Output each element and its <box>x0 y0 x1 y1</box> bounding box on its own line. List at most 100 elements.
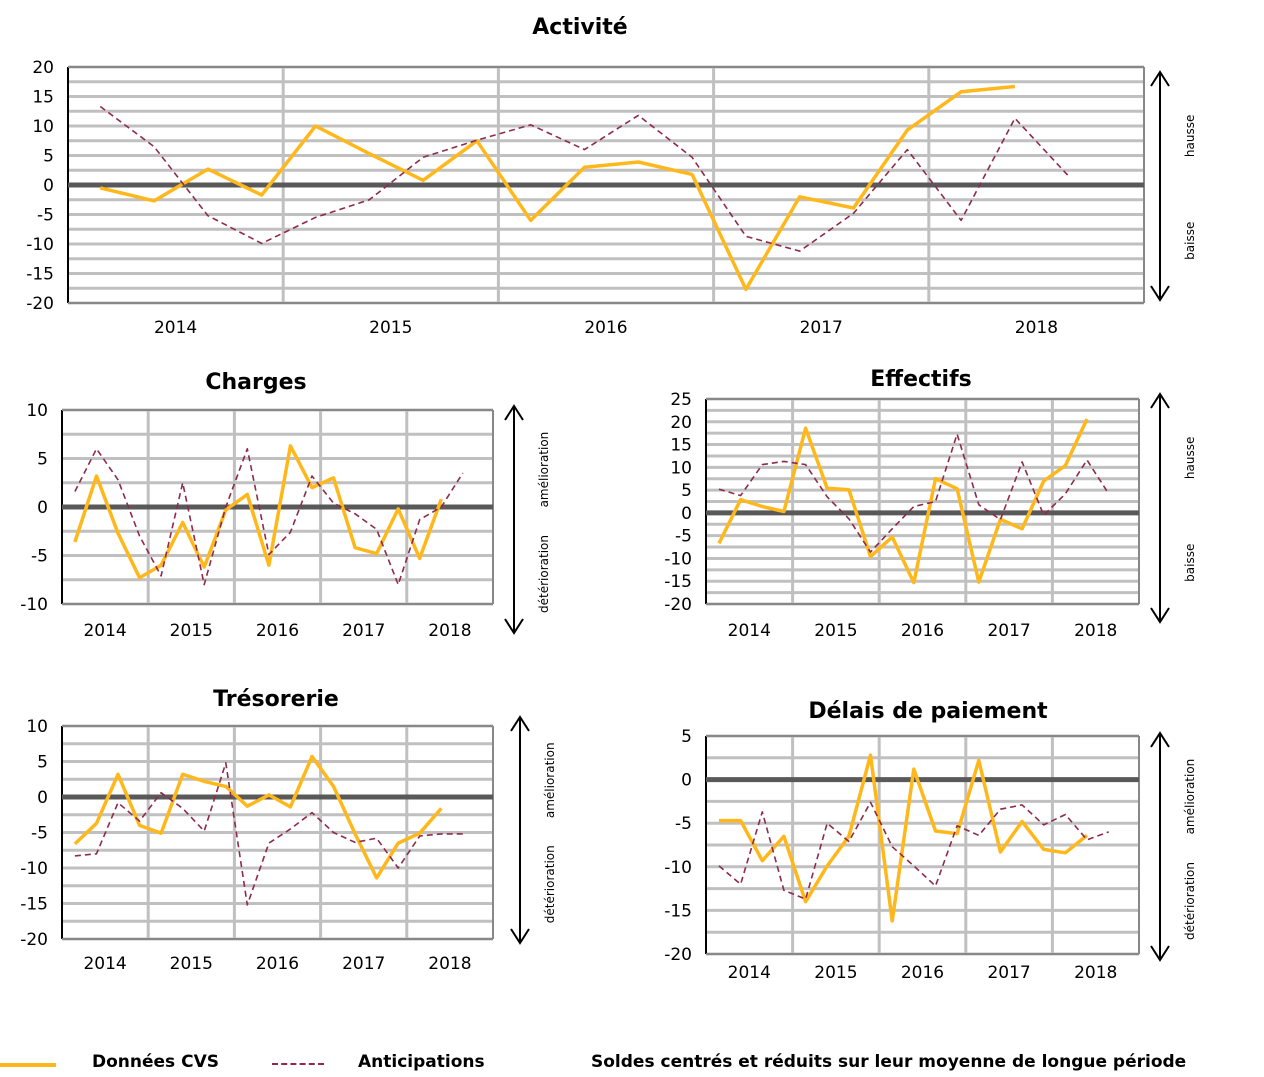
x-tick-label: 2016 <box>256 621 299 641</box>
arrow-head-up <box>1150 731 1170 748</box>
y-tick-label: -5 <box>675 814 692 834</box>
x-tick-label: 2015 <box>170 621 213 641</box>
x-tick-label: 2018 <box>428 954 471 974</box>
y-tick-label: -20 <box>26 294 54 314</box>
legend-swatch-anticipations <box>272 1063 324 1065</box>
chart-title: Trésorerie <box>213 687 339 712</box>
y-tick-label: -20 <box>664 595 692 615</box>
x-tick-label: 2015 <box>814 621 857 641</box>
x-tick-label: 2017 <box>342 621 385 641</box>
arrow-head-down <box>1150 607 1170 624</box>
y-tick-label: -5 <box>37 206 54 226</box>
y-tick-label: 5 <box>681 481 692 501</box>
x-tick-label: 2014 <box>154 318 197 338</box>
chart-title: Activité <box>532 15 627 40</box>
y-tick-label: -5 <box>31 824 48 844</box>
series-line-anticipations <box>99 105 1070 252</box>
chart-title: Charges <box>205 370 306 395</box>
x-tick-label: 2015 <box>814 963 857 983</box>
y-tick-label: 0 <box>37 498 48 518</box>
chart-tresorerie: 10 5 0 -5 -10 -15 -20 2014 2015 2016 2017 2018 Tréso… <box>20 687 557 974</box>
arrow-label-bottom: baisse <box>1183 222 1197 260</box>
series-line-cvs <box>719 753 1089 923</box>
arrow-head-up <box>510 715 530 732</box>
x-tick-label: 2016 <box>584 318 627 338</box>
y-tick-label: 0 <box>681 771 692 791</box>
arrow-head-up <box>1150 392 1170 409</box>
y-tick-label: -10 <box>664 858 692 878</box>
chart-title: Délais de paiement <box>808 699 1048 724</box>
arrow-head-down <box>510 928 530 945</box>
y-tick-label: -5 <box>675 527 692 547</box>
y-tick-label: 0 <box>43 176 54 196</box>
arrow-head-down <box>1150 945 1170 962</box>
series-line-anticipations <box>718 433 1110 553</box>
y-tick-label: 5 <box>681 727 692 747</box>
x-tick-label: 2014 <box>83 954 126 974</box>
y-tick-label: 20 <box>670 413 692 433</box>
y-tick-label: -15 <box>26 265 54 285</box>
y-tick-label: 10 <box>26 401 48 421</box>
arrow-head-up <box>504 404 524 421</box>
y-tick-label: -20 <box>20 930 48 950</box>
legend-label-anticipations: Anticipations <box>358 1052 485 1072</box>
y-tick-label: 10 <box>670 458 692 478</box>
series-line-cvs <box>73 444 443 580</box>
series-line-anticipations <box>74 762 463 906</box>
y-tick-label: -10 <box>26 235 54 255</box>
series-line-cvs <box>73 754 443 880</box>
y-tick-label: -10 <box>20 859 48 879</box>
chart-title: Effectifs <box>870 367 972 392</box>
y-tick-label: 5 <box>37 450 48 470</box>
arrow-label-bottom: baisse <box>1183 544 1197 582</box>
y-tick-label: -15 <box>664 572 692 592</box>
legend: Données CVS Anticipations Soldes centrés… <box>0 1050 1264 1076</box>
arrow-head-down <box>1150 285 1170 302</box>
y-tick-label: 15 <box>32 88 54 108</box>
arrow-label-top: hausse <box>1183 115 1197 157</box>
arrow-label-top: amélioration <box>543 742 557 818</box>
y-tick-label: 25 <box>670 390 692 410</box>
x-tick-label: 2014 <box>728 963 771 983</box>
arrow-label-bottom: détérioration <box>543 845 557 923</box>
x-tick-label: 2016 <box>256 954 299 974</box>
arrow-label-bottom: détérioration <box>537 535 551 613</box>
x-tick-label: 2016 <box>901 621 944 641</box>
arrow-head-up <box>1150 70 1170 87</box>
series-line-cvs <box>99 84 1016 292</box>
x-tick-label: 2014 <box>728 621 771 641</box>
x-tick-label: 2018 <box>1074 621 1117 641</box>
legend-swatch-cvs <box>0 1063 56 1067</box>
arrow-label-top: amélioration <box>1183 759 1197 835</box>
y-tick-label: -15 <box>664 901 692 921</box>
arrow-head-down <box>504 618 524 635</box>
y-tick-label: -10 <box>20 595 48 615</box>
arrow-label-bottom: détérioration <box>1183 862 1197 940</box>
x-tick-label: 2016 <box>901 963 944 983</box>
arrow-label-top: amélioration <box>537 432 551 508</box>
series-line-anticipations <box>718 801 1109 900</box>
series-line-cvs <box>717 418 1089 585</box>
x-tick-label: 2017 <box>987 963 1030 983</box>
x-tick-label: 2017 <box>342 954 385 974</box>
y-tick-label: 20 <box>32 58 54 78</box>
legend-label-cvs: Données CVS <box>92 1052 219 1072</box>
chart-delais: 5 0 -5 -10 -15 -20 2014 2015 2016 2017 2018 Délais … <box>664 699 1197 983</box>
x-tick-label: 2018 <box>1015 318 1058 338</box>
y-tick-label: -10 <box>664 549 692 569</box>
y-tick-label: 15 <box>670 436 692 456</box>
x-tick-label: 2017 <box>987 621 1030 641</box>
y-tick-label: 10 <box>26 717 48 737</box>
y-tick-label: 5 <box>43 147 54 167</box>
x-tick-label: 2015 <box>170 954 213 974</box>
x-tick-label: 2015 <box>369 318 412 338</box>
y-tick-label: 0 <box>681 504 692 524</box>
x-tick-label: 2018 <box>428 621 471 641</box>
x-tick-label: 2017 <box>800 318 843 338</box>
y-tick-label: -20 <box>664 945 692 965</box>
legend-note: Soldes centrés et réduits sur leur moyen… <box>591 1052 1187 1072</box>
arrow-label-top: hausse <box>1183 437 1197 479</box>
chart-charges: 10 5 0 -5 -10 2014 2015 2016 2017 2018 Charges amél… <box>20 370 551 641</box>
